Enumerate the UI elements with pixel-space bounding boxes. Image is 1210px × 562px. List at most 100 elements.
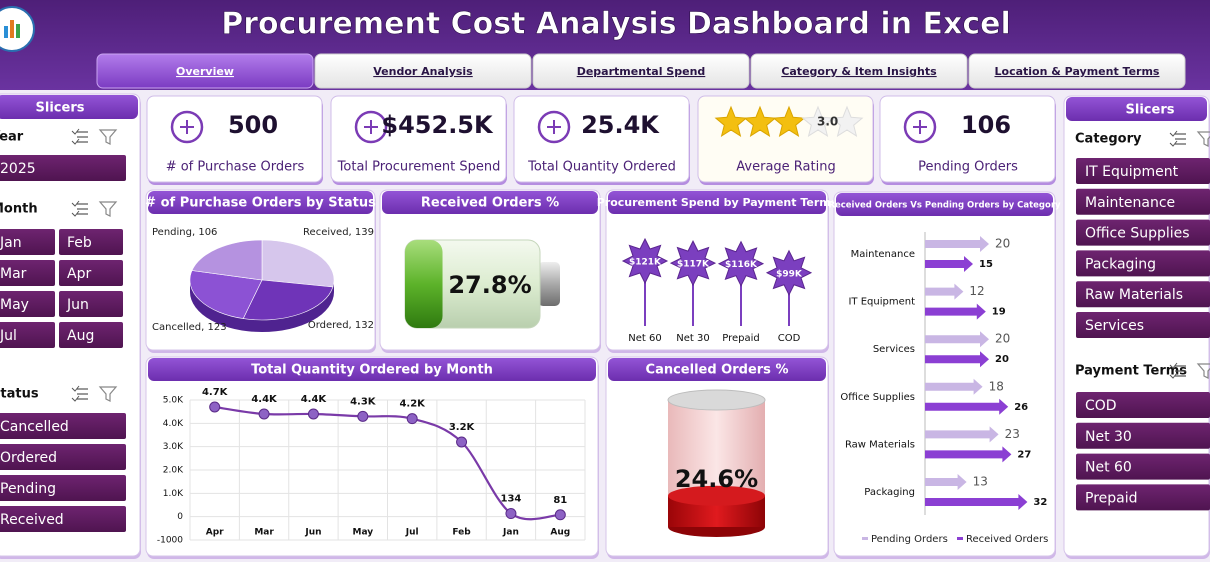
- panel-title-bar: [148, 191, 373, 214]
- tab-label: Overview: [176, 65, 234, 78]
- kpi-label: Total Procurement Spend: [337, 160, 501, 175]
- slicer-button-label: Jul: [0, 328, 17, 344]
- rating-star: [743, 105, 777, 137]
- slicer-button[interactable]: [59, 260, 123, 286]
- tab[interactable]: [96, 53, 314, 89]
- slicer-button-label: Prepaid: [1085, 490, 1138, 506]
- panel-title: Total Quantity Ordered by Month: [251, 363, 493, 378]
- kpi-value: 106: [961, 111, 1011, 139]
- slicer-button[interactable]: [1076, 188, 1210, 215]
- slicer-button[interactable]: [0, 413, 126, 439]
- y-tick-label: Packaging: [864, 487, 915, 498]
- bar: [925, 236, 989, 252]
- kpi-value: $452.5K: [381, 111, 494, 139]
- data-label: Received, 139: [303, 227, 374, 238]
- y-tick-label: Office Supplies: [840, 392, 915, 403]
- slicer-button[interactable]: [0, 444, 126, 470]
- y-tick-label: 3.0K: [163, 442, 184, 452]
- slicer-button-label: Jun: [66, 297, 89, 313]
- tab-label: Location & Payment Terms: [995, 65, 1160, 78]
- lollipop-star: [621, 237, 669, 285]
- page-title: Procurement Cost Analysis Dashboard in E…: [221, 7, 1011, 42]
- data-label: $99K: [776, 269, 803, 279]
- slicer-button-label: 2025: [0, 161, 36, 177]
- slicer-button[interactable]: [1076, 484, 1210, 511]
- data-label: 4.7K: [202, 387, 229, 398]
- bar: [925, 303, 986, 320]
- filter-icon: [1196, 363, 1210, 379]
- slicer-button[interactable]: [0, 475, 126, 501]
- slicer-button[interactable]: [1076, 250, 1210, 277]
- rating-star: [772, 105, 806, 137]
- tab[interactable]: [532, 53, 750, 89]
- kpi-icon: [547, 120, 561, 134]
- slicer-button[interactable]: [1076, 158, 1210, 184]
- data-label: 23: [1005, 427, 1020, 441]
- y-tick-label: -1000: [157, 536, 183, 546]
- slicer-button-label: Services: [1085, 318, 1144, 334]
- cylinder-top: [667, 389, 766, 411]
- slicer-button-label: Feb: [67, 235, 92, 251]
- slicer-label: Status: [0, 387, 39, 402]
- lollipop-star: [765, 249, 813, 296]
- slicer-button-label: Received: [0, 512, 64, 528]
- slicer-button[interactable]: [0, 260, 55, 286]
- slicer-button-label: May: [0, 297, 29, 313]
- point: [209, 401, 221, 413]
- slicer-label: Month: [0, 202, 38, 217]
- slicer-button[interactable]: [59, 229, 123, 255]
- slicer-button-label: Apr: [67, 266, 91, 282]
- slicer-button[interactable]: [1076, 281, 1210, 308]
- bar: [925, 494, 1028, 510]
- legend-label: Received Orders: [966, 534, 1048, 545]
- data-label: 26: [1014, 402, 1028, 413]
- kpi-label: # of Purchase Orders: [166, 160, 305, 175]
- y-tick-label: 1.0K: [163, 489, 184, 499]
- data-label: 4.2K: [399, 399, 426, 410]
- data-label: 4.4K: [301, 394, 328, 405]
- x-tick-label: Apr: [206, 528, 224, 538]
- y-tick-label: 0: [177, 512, 183, 522]
- rating-star: [714, 105, 748, 137]
- slicer-button[interactable]: [59, 291, 123, 317]
- slicer-button[interactable]: [1076, 453, 1210, 480]
- data-label: 18: [989, 379, 1004, 393]
- data-label: 3.2K: [449, 422, 476, 433]
- kpi-icon: [180, 120, 194, 134]
- slicer-button[interactable]: [1076, 312, 1210, 338]
- bar: [925, 474, 967, 490]
- data-label: 12: [969, 284, 984, 298]
- point: [406, 413, 418, 425]
- x-tick-label: May: [353, 528, 374, 538]
- data-label: 4.3K: [350, 396, 377, 407]
- bar: [925, 446, 1012, 463]
- slicer-button[interactable]: [0, 322, 55, 348]
- slicer-label: Category: [1075, 132, 1142, 147]
- data-label: 20: [995, 354, 1009, 365]
- tab-label: Departmental Spend: [577, 65, 706, 78]
- slicer-button[interactable]: [0, 291, 55, 317]
- slicer-button[interactable]: [1076, 392, 1210, 418]
- tab-label: Category & Item Insights: [781, 65, 937, 78]
- slicer-button[interactable]: [0, 506, 126, 532]
- data-label: 13: [973, 475, 988, 489]
- tab[interactable]: [968, 53, 1186, 89]
- bar: [925, 283, 964, 300]
- tab[interactable]: [750, 53, 968, 89]
- panel-title-bar: [608, 358, 826, 381]
- panel: [145, 356, 599, 557]
- point: [554, 509, 566, 521]
- slicer-button[interactable]: [1076, 219, 1210, 246]
- panel: [605, 189, 829, 351]
- slicer-button[interactable]: [0, 229, 55, 255]
- slicer-button[interactable]: [59, 322, 123, 348]
- tab[interactable]: [314, 53, 532, 89]
- data-label: Pending, 106: [152, 227, 217, 238]
- slicer-button[interactable]: [0, 155, 126, 181]
- slicer-button[interactable]: [1076, 422, 1210, 449]
- data-label: $117K: [677, 260, 710, 270]
- legend-swatch: [862, 537, 868, 540]
- data-label: 20: [995, 237, 1010, 251]
- data-label: 20: [995, 332, 1010, 346]
